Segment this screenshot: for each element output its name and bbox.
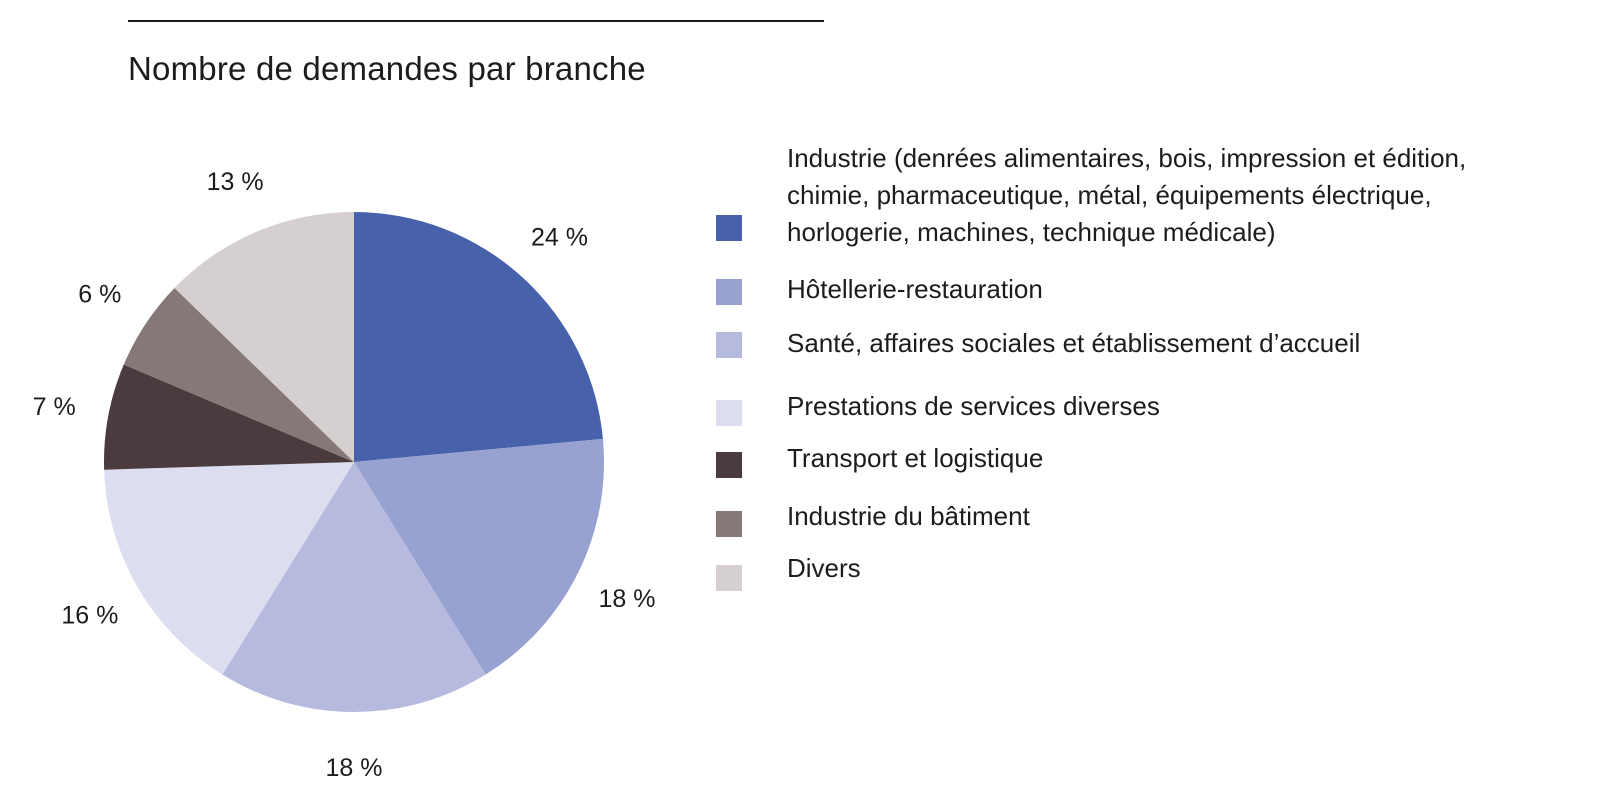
legend-label-2: Santé, affaires sociales et établissemen…	[787, 328, 1361, 358]
legend-label-3: Prestations de services diverses	[787, 391, 1160, 421]
legend-label-5: Industrie du bâtiment	[787, 501, 1030, 531]
pie-chart: 24 % 18 % 18 % 16 % 7 % 6 % 13 %	[33, 168, 656, 782]
legend-swatch-4	[716, 452, 742, 478]
pie-slice-2	[222, 462, 486, 712]
legend-swatch-0	[716, 215, 742, 241]
legend-label-4: Transport et logistique	[787, 443, 1044, 473]
legend-label-0: Industrie (denrées alimentaires, bois, i…	[787, 143, 1467, 247]
legend-label-1: Hôtellerie-restauration	[787, 274, 1043, 304]
legend-swatch-6	[716, 565, 742, 591]
slice-value-label-6: 13 %	[207, 168, 264, 196]
slice-value-label-3: 16 %	[61, 602, 118, 630]
pie-slice-4	[104, 364, 355, 470]
slice-value-label-5: 6 %	[78, 281, 121, 309]
pie-slice-3	[104, 462, 355, 675]
slice-value-label-4: 7 %	[33, 393, 76, 421]
legend-swatch-1	[716, 279, 742, 305]
slice-value-label-1: 18 %	[599, 585, 656, 613]
legend-swatch-2	[716, 332, 742, 358]
pie-slice-1	[354, 438, 604, 675]
legend-swatch-3	[716, 400, 742, 426]
top-rule	[128, 20, 824, 22]
chart-title: Nombre de demandes par branche	[128, 50, 646, 87]
pie-slice-5	[123, 287, 355, 462]
legend-swatch-5	[716, 511, 742, 537]
legend-label-6: Divers	[787, 553, 861, 583]
slice-value-label-2: 18 %	[326, 754, 383, 782]
slice-value-label-0: 24 %	[531, 224, 588, 252]
pie-slice-0	[354, 212, 603, 462]
pie-slice-6	[174, 212, 354, 462]
